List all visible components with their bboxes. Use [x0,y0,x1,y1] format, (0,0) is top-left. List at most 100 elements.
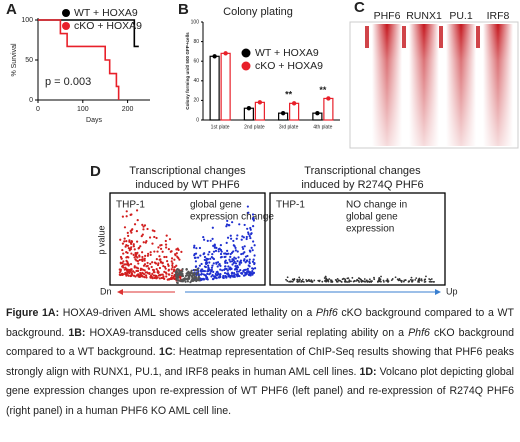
volcano-dot [142,228,145,231]
bar [323,97,334,121]
volcano-dot [247,231,250,234]
volcano-dot [220,250,223,253]
volcano-dot [173,275,176,278]
volcano-dot [149,274,153,277]
volcano-dot [418,277,421,280]
volcano-dot [123,263,126,266]
volcano-dot [144,241,147,244]
volcano-dot [328,278,331,280]
volcano-dot [232,261,235,265]
volcano-dot [402,280,405,283]
volcano-dot [195,276,198,279]
volcano-dot [133,223,137,226]
volcano-dot [234,262,238,265]
volcano-dot [146,264,149,268]
volcano-dot [127,247,130,250]
volcano-dot [213,276,217,279]
volcano-dot [151,242,154,245]
y-axis-label: Colony forming unit/ 500 GFP+cells [185,32,190,110]
volcano-dot [157,246,160,249]
y-tick-label: 50 [25,57,33,64]
volcano-dot [238,261,241,264]
volcano-dot [203,269,206,273]
volcano-dot [398,279,401,282]
volcano-dot [130,231,133,234]
volcano-dot [340,281,343,283]
volcano-dot [205,257,208,260]
volcano-dot [194,252,198,255]
volcano-dot [308,278,310,281]
volcano-dot [146,254,150,257]
volcano-dot [203,274,207,277]
volcano-dot [286,276,289,279]
volcano-dot [130,268,133,271]
volcano-dot [180,250,183,253]
x-tick-label: 4th plate [313,124,332,130]
volcano-dot [156,269,159,273]
volcano-dot [125,269,129,272]
bar-dot [291,101,297,106]
volcano-dot [252,240,255,243]
volcano-dot [123,226,127,229]
volcano-dot [234,246,237,250]
volcano-dot [126,251,129,254]
volcano-dot [176,271,179,274]
volcano-dot [378,278,380,280]
volcano-dot [155,236,158,240]
volcano-dot [323,277,326,279]
volcano-dot [193,244,196,247]
volcano-dot [394,276,397,279]
volcano-dot [125,263,128,266]
volcano-dot [195,247,198,250]
volcano-dot [288,280,291,283]
volcano-dot [298,279,301,282]
volcano-dot [133,256,136,259]
significance: ** [285,90,293,100]
volcano-dot [250,246,253,249]
volcano-dot [424,278,426,281]
panel-label: D [90,163,101,180]
volcano-dot [173,258,176,261]
volcano-dot [176,274,180,278]
volcano-dot [155,268,158,271]
heatmap-label: PHF6 [374,10,401,22]
volcano-dot [360,281,363,283]
volcano-dot [202,235,205,239]
cell-line: THP-1 [116,200,145,211]
x-axis-label: Days [86,117,102,124]
volcano-dot [165,255,168,259]
volcano-dot [149,262,152,265]
volcano-dot [226,272,230,275]
volcano-dot [146,261,149,265]
volcano-dot [133,266,136,269]
panel-title: Transcriptional changes [304,165,421,177]
volcano-dot [233,268,237,271]
volcano-dot [143,259,146,262]
volcano-dot [219,252,223,256]
volcano-dot [346,281,349,283]
volcano-dot [203,255,207,259]
volcano-dot [200,270,203,273]
volcano-dot [127,274,130,277]
volcano-dots [118,205,257,285]
volcano-dot [147,267,150,270]
volcano-dot [194,260,198,263]
volcano-dot [318,279,321,282]
volcano-dot [167,264,170,267]
volcano-dot [417,280,419,283]
volcano-dot [308,280,311,283]
volcano-dot [359,278,362,281]
heatmap-fade [446,24,476,146]
volcano-dot [351,276,354,279]
volcano-dot [143,269,146,272]
volcano-dot [231,263,234,266]
volcano-dot [124,271,127,274]
volcano-dot [199,254,202,257]
legend-marker [62,9,70,17]
volcano-dot [155,277,158,280]
volcano-dot [242,247,245,251]
volcano-dot [411,279,414,282]
volcano-dot [127,234,130,237]
volcano-dot [176,281,179,284]
volcano-dot [142,241,145,244]
